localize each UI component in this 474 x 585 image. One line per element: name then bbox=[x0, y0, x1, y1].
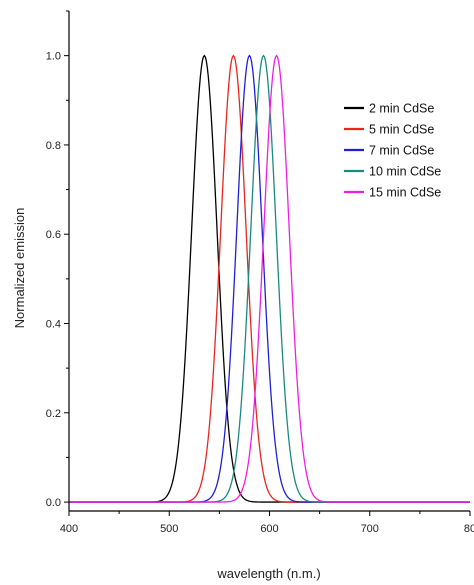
legend-label: 10 min CdSe bbox=[369, 165, 441, 179]
legend-label: 7 min CdSe bbox=[369, 144, 434, 158]
x-tick-label: 500 bbox=[160, 523, 178, 535]
x-tick-label: 80 bbox=[464, 523, 474, 535]
axes-layer: 400 500 600 700 80 0.0 0.2 0.4 0.6 0.8 1.0 bbox=[46, 10, 474, 535]
y-tick-label: 0.2 bbox=[46, 408, 61, 420]
legend-label: 15 min CdSe bbox=[369, 186, 441, 200]
y-tick-label: 0.6 bbox=[46, 229, 61, 241]
legend: 2 min CdSe 5 min CdSe 7 min CdSe 10 min CdS… bbox=[344, 102, 441, 200]
y-axis-label: Normalized emission bbox=[12, 208, 27, 329]
x-tick-label: 600 bbox=[260, 523, 278, 535]
y-tick-label: 0.0 bbox=[46, 497, 61, 509]
y-tick-label: 1.0 bbox=[46, 51, 61, 63]
legend-label: 2 min CdSe bbox=[369, 102, 434, 116]
series-line-5 bbox=[69, 54, 470, 503]
series-layer bbox=[69, 54, 470, 503]
legend-label: 5 min CdSe bbox=[369, 123, 434, 137]
y-tick-label: 0.8 bbox=[46, 140, 61, 152]
x-axis-label: wavelength (n.m.) bbox=[216, 566, 320, 581]
x-tick-label: 700 bbox=[361, 523, 379, 535]
y-tick-label: 0.4 bbox=[46, 319, 61, 331]
x-tick-label: 400 bbox=[60, 523, 78, 535]
